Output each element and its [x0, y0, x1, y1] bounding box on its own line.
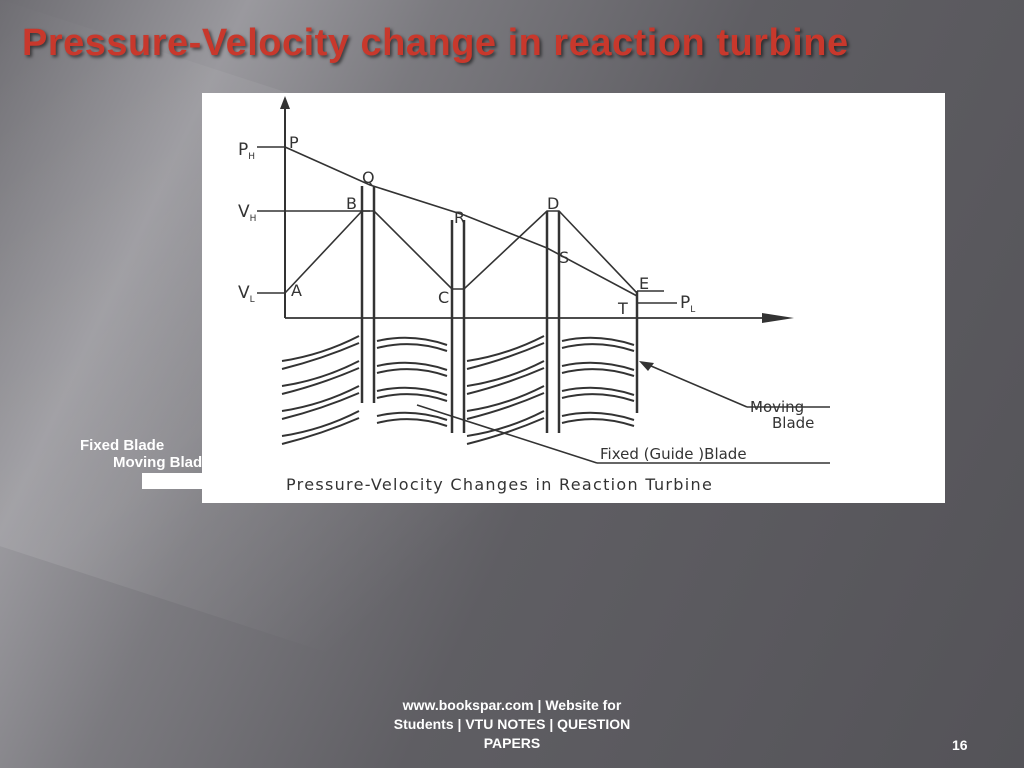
moving-blade-callout-line2: Blade [772, 414, 814, 432]
pressure-line [284, 146, 638, 297]
overlay-fixed-blade-label: Fixed Blade [80, 437, 165, 454]
pl-label: PL [680, 293, 695, 315]
point-r-label: R [454, 208, 465, 227]
footer-line-1: www.bookspar.com | Website for [402, 697, 622, 713]
fixed-blade-callout: Fixed (Guide )Blade [600, 445, 747, 463]
slide-title: Pressure-Velocity change in reaction tur… [22, 22, 849, 64]
point-q-label: Q [362, 168, 375, 187]
pressure-velocity-figure: PH VH VL PL P Q B R D S A C E T Moving B… [202, 93, 945, 503]
overlay-moving-blade-label: Moving Blade [113, 454, 202, 471]
point-a-label: A [291, 281, 302, 300]
moving-blade-leader-arrow [639, 361, 654, 371]
vh-label: VH [238, 202, 256, 224]
x-axis-arrow [762, 313, 794, 323]
moving-blade-row-2 [561, 336, 635, 427]
pressure-velocity-diagram: PH VH VL PL P Q B R D S A C E T Moving B… [238, 96, 830, 494]
point-c-label: C [438, 288, 449, 307]
fixed-blade-leader [416, 404, 598, 464]
velocity-line [284, 210, 638, 294]
footer-link[interactable]: www.bookspar.com | Website for Students … [362, 696, 662, 753]
diagram-caption: Pressure-Velocity Changes in Reaction Tu… [286, 475, 713, 494]
point-t-label: T [617, 299, 628, 318]
footer-line-3: PAPERS [483, 735, 541, 751]
point-p-label: P [289, 133, 299, 152]
vl-label: VL [238, 283, 255, 305]
fixed-blade-row-2 [466, 335, 545, 445]
overlay-white-bar [142, 473, 202, 489]
moving-blade-row-1 [376, 336, 448, 427]
fixed-blade-row-1 [281, 335, 360, 445]
moving-blade-leader [643, 362, 748, 408]
point-s-label: S [559, 248, 569, 267]
point-e-label: E [639, 274, 649, 293]
point-d-label: D [547, 194, 559, 213]
point-b-label: B [346, 194, 357, 213]
ph-label: PH [238, 140, 255, 162]
page-number: 16 [952, 737, 968, 753]
moving-blade-callout-line1: Moving [750, 398, 804, 416]
y-axis-arrow [280, 96, 290, 109]
footer-line-2: Students | VTU NOTES | QUESTION [393, 716, 631, 732]
